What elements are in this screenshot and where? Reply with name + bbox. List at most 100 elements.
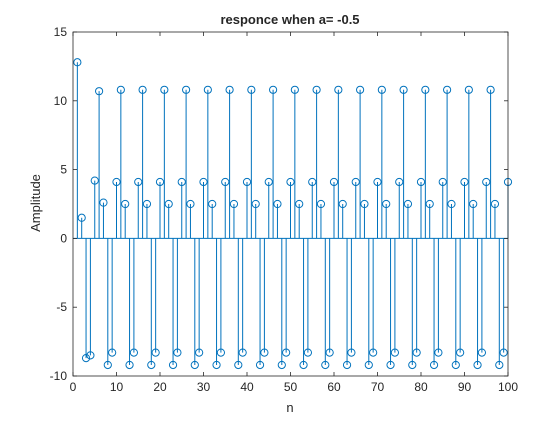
- stem-marker: [168, 360, 178, 370]
- stem-marker: [295, 199, 304, 209]
- stem-marker: [73, 58, 82, 67]
- stem-marker: [486, 85, 495, 94]
- stem-marker: [155, 177, 165, 187]
- stem-marker: [342, 360, 352, 370]
- stem-marker: [386, 360, 395, 370]
- stem-marker: [212, 360, 221, 370]
- stem-marker: [325, 348, 334, 357]
- stem-marker: [90, 176, 99, 185]
- stem-marker: [234, 360, 243, 370]
- stem-marker: [429, 360, 439, 370]
- stem-marker: [438, 177, 447, 187]
- stem-marker: [269, 85, 278, 94]
- stem-marker: [477, 348, 486, 357]
- stem-marker: [369, 348, 378, 357]
- stem-marker: [164, 199, 173, 209]
- stem-marker: [190, 360, 199, 370]
- stem-marker: [473, 360, 482, 370]
- stem-marker: [347, 348, 356, 357]
- x-tick-label: 80: [414, 380, 428, 394]
- x-axis-label: n: [286, 400, 293, 415]
- stem-marker: [142, 199, 152, 209]
- stem-marker: [186, 199, 195, 209]
- stem-marker: [364, 360, 373, 370]
- stem-marker: [286, 177, 295, 187]
- stem-marker: [399, 85, 408, 94]
- stem-marker: [273, 199, 282, 209]
- stem-marker: [338, 199, 347, 209]
- y-tick-label: 10: [54, 94, 68, 108]
- axes-layer: 0 10 20 30 40 50 60 70 80 90 100 -10 -5 0 5 10 15: [50, 25, 519, 394]
- stem-marker: [216, 348, 225, 357]
- stem-marker: [421, 85, 430, 94]
- y-tick-label: 15: [54, 25, 68, 39]
- stem-marker: [260, 348, 269, 357]
- stem-marker: [129, 348, 138, 357]
- stem-marker: [382, 199, 391, 209]
- stem-marker: [103, 360, 112, 370]
- x-tick-label: 90: [458, 380, 472, 394]
- stem-marker: [356, 85, 365, 94]
- stem-marker: [434, 348, 443, 357]
- x-tick-label: 50: [284, 380, 298, 394]
- stem-marker: [469, 199, 478, 209]
- stem-marker: [495, 360, 504, 370]
- y-tick-label: 5: [60, 163, 67, 177]
- stem-marker: [229, 199, 239, 209]
- stem-marker: [160, 85, 169, 94]
- stem-marker: [221, 177, 230, 187]
- stem-marker: [412, 348, 421, 357]
- stem-marker: [408, 360, 417, 370]
- stem-marker: [425, 199, 434, 209]
- stem-marker: [251, 199, 260, 209]
- stem-marker: [329, 177, 339, 187]
- stem-marker: [247, 85, 256, 94]
- stem-marker: [460, 177, 469, 187]
- x-tick-label: 0: [70, 380, 77, 394]
- stems-layer: [73, 58, 513, 370]
- stem-marker: [308, 177, 317, 187]
- x-tick-label: 70: [371, 380, 385, 394]
- y-axis-label: Amplitude: [28, 174, 43, 232]
- stem-marker: [121, 199, 130, 209]
- x-tick-label: 60: [327, 380, 341, 394]
- stem-marker: [299, 360, 308, 370]
- stem-marker: [416, 177, 426, 187]
- x-tick-label: 100: [498, 380, 518, 394]
- stem-marker: [138, 85, 147, 94]
- stem-marker: [147, 360, 156, 370]
- x-tick-label: 20: [153, 380, 167, 394]
- chart-title: responce when a= -0.5: [220, 12, 359, 27]
- stem-marker: [360, 199, 369, 209]
- stem-marker: [456, 348, 465, 357]
- stem-marker: [242, 177, 252, 187]
- stem-marker: [447, 199, 456, 209]
- stem-marker: [499, 348, 508, 357]
- stem-marker: [490, 199, 500, 209]
- stem-marker: [86, 351, 95, 360]
- stem-marker: [225, 85, 234, 94]
- stem-marker: [321, 360, 330, 370]
- stem-marker: [373, 177, 382, 187]
- stem-marker: [208, 199, 217, 209]
- x-tick-label: 10: [110, 380, 124, 394]
- stem-marker: [282, 348, 291, 357]
- stem-marker: [395, 177, 404, 187]
- stem-marker: [238, 348, 247, 357]
- stem-marker: [108, 348, 117, 357]
- y-tick-label: 0: [60, 231, 67, 245]
- stem-marker: [334, 85, 343, 94]
- y-tick-label: -10: [50, 369, 68, 383]
- stem-marker: [173, 348, 182, 357]
- stem-marker: [255, 360, 265, 370]
- stem-marker: [290, 85, 299, 94]
- stem-marker: [77, 213, 86, 222]
- stem-marker: [316, 199, 326, 209]
- x-tick-label: 30: [197, 380, 211, 394]
- stem-marker: [390, 348, 399, 357]
- stem-marker: [95, 87, 104, 96]
- stem-marker: [203, 85, 212, 94]
- stem-marker: [112, 177, 121, 187]
